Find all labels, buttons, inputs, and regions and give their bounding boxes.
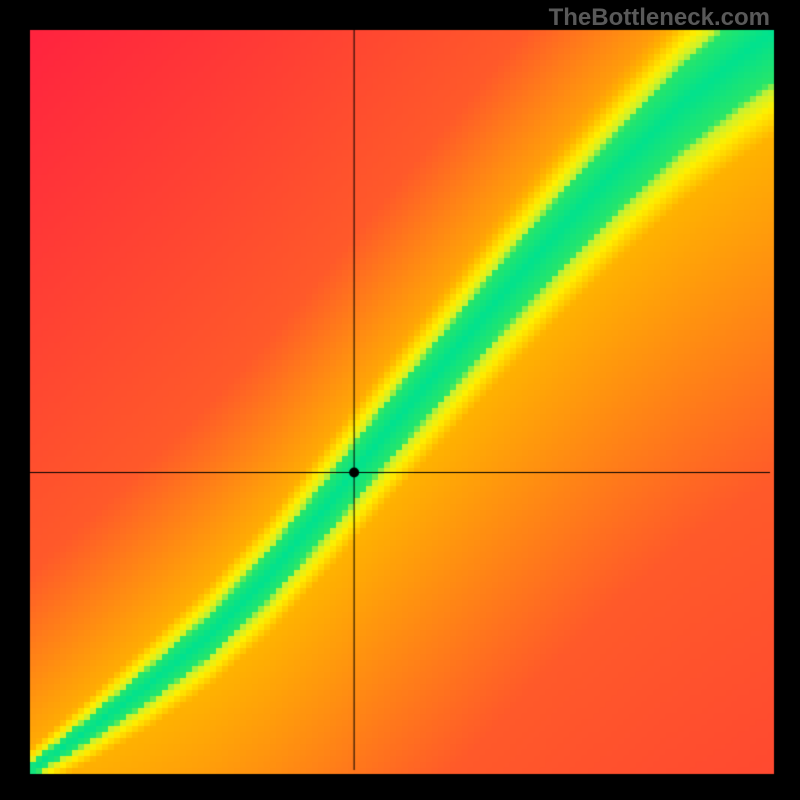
watermark-label: TheBottleneck.com xyxy=(549,4,770,32)
chart-container: TheBottleneck.com xyxy=(0,0,800,800)
bottleneck-heatmap xyxy=(0,0,800,800)
